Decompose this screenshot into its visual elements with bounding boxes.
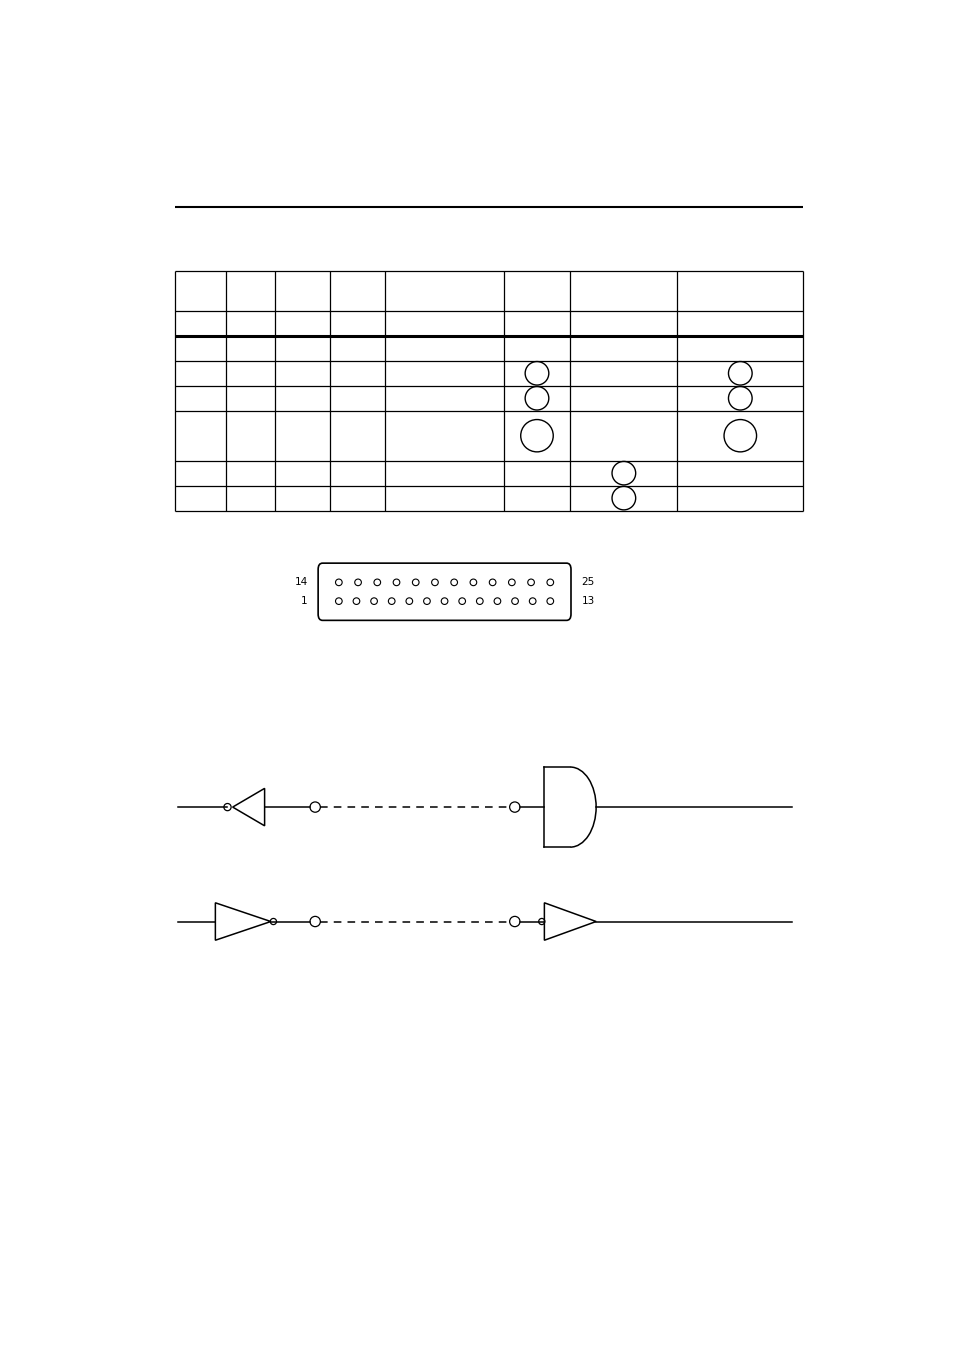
Text: 25: 25 xyxy=(580,577,594,588)
Text: 13: 13 xyxy=(580,596,594,607)
FancyBboxPatch shape xyxy=(317,563,571,620)
Text: 1: 1 xyxy=(301,596,308,607)
Text: 14: 14 xyxy=(294,577,308,588)
